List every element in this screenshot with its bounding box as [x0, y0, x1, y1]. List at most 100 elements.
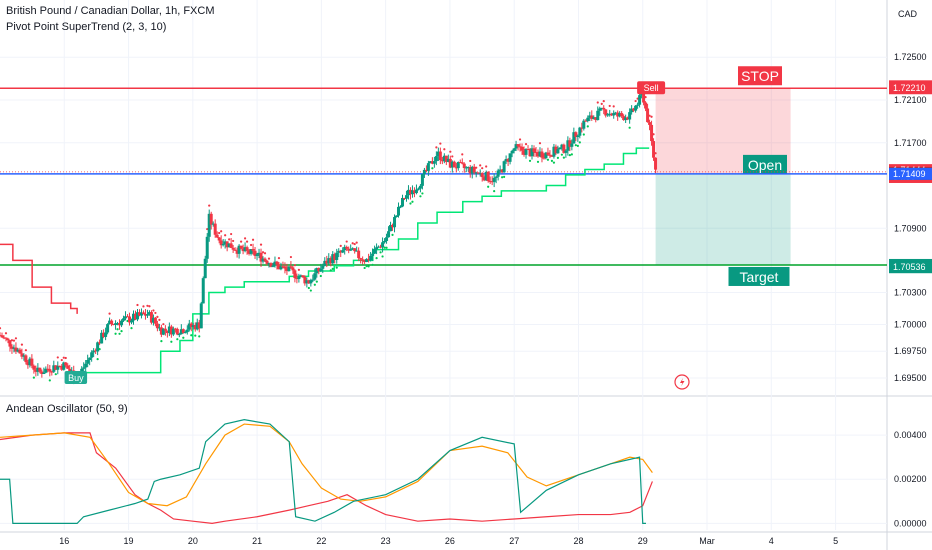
- price-badge-bg: [889, 261, 932, 274]
- x-tick-label: 4: [769, 536, 774, 546]
- candle-body: [556, 149, 560, 154]
- candle-body: [28, 358, 32, 366]
- pivot-dot: [108, 312, 111, 315]
- candle-body: [153, 317, 157, 324]
- candle-body: [90, 352, 94, 358]
- candle-body: [502, 161, 506, 173]
- pivot-dot: [501, 176, 504, 179]
- candle-body: [628, 112, 632, 120]
- candle-body: [325, 260, 329, 264]
- candle-body: [68, 368, 72, 372]
- pivot-dot: [383, 246, 386, 249]
- x-tick-label: 23: [381, 536, 391, 546]
- lightning-icon[interactable]: [674, 374, 690, 390]
- candle-body: [130, 320, 134, 323]
- candle-body: [400, 197, 404, 207]
- pivot-dot: [218, 231, 221, 235]
- candle-body: [241, 248, 245, 252]
- pivot-dot: [650, 115, 653, 118]
- candle-body: [293, 270, 297, 279]
- candle-body: [60, 365, 64, 370]
- stop-label-bg: [738, 66, 782, 86]
- candle-body: [159, 327, 163, 335]
- candle-body: [369, 255, 373, 261]
- candle-body: [542, 157, 546, 159]
- candle-body: [602, 107, 606, 110]
- pivot-dot: [96, 358, 99, 361]
- candle-body: [538, 151, 542, 157]
- candle-body: [530, 148, 534, 157]
- candle-body: [10, 346, 14, 349]
- candle-body: [560, 144, 564, 148]
- candle-body: [183, 332, 187, 334]
- candle-body: [26, 362, 30, 366]
- candle-body: [42, 372, 46, 374]
- price-lines: [0, 87, 887, 266]
- candle-body: [343, 246, 347, 251]
- candle-body: [287, 266, 291, 272]
- y-tick-label: 1.69750: [894, 346, 927, 356]
- candle-body: [18, 349, 22, 354]
- candle-body: [299, 275, 303, 277]
- pivot-dot: [379, 251, 382, 254]
- pivot-dot: [461, 153, 464, 156]
- candle-body: [381, 242, 385, 248]
- candle-body: [606, 114, 610, 116]
- pivot-dot: [648, 114, 651, 117]
- pivot-dot: [120, 329, 123, 333]
- signal-sell: Sell: [637, 81, 666, 95]
- oscillator-bear-line: [0, 432, 653, 524]
- candle-body: [470, 166, 474, 174]
- target-label-text: Target: [740, 269, 779, 285]
- supertrend-down-line: [0, 243, 78, 314]
- pivot-dot: [309, 289, 312, 292]
- pivot-dot: [98, 348, 101, 351]
- candle-body: [341, 250, 345, 253]
- pivot-dot: [570, 153, 573, 156]
- candle-body: [486, 172, 490, 182]
- candle-body: [48, 369, 52, 372]
- candle-body: [137, 312, 141, 316]
- candle-body: [209, 213, 213, 225]
- candle-body: [207, 213, 211, 237]
- candle-body: [167, 326, 171, 334]
- stop-label-text: STOP: [741, 68, 779, 84]
- candle-body: [92, 350, 96, 353]
- pivot-dot: [602, 100, 605, 103]
- pivot-dot: [518, 138, 522, 141]
- candle-body: [257, 252, 261, 255]
- pivot-dot: [363, 266, 366, 270]
- pivot-dot: [381, 255, 384, 258]
- candle-body: [84, 363, 88, 368]
- y-tick-label: 1.71700: [894, 138, 927, 148]
- candle-body: [245, 247, 249, 251]
- candle-body: [143, 313, 147, 316]
- candle-body: [177, 334, 181, 336]
- candle-body: [488, 181, 492, 183]
- pivot-dot: [162, 323, 165, 326]
- oscillator-pane: [0, 419, 653, 524]
- candle-body: [528, 149, 532, 157]
- candle-body: [229, 243, 233, 248]
- candle-body: [498, 169, 502, 171]
- candle-body: [536, 152, 540, 157]
- candle-body: [410, 190, 414, 195]
- candle-body: [646, 108, 650, 123]
- pivot-dot: [232, 239, 235, 243]
- candle-body: [291, 267, 295, 271]
- pivot-dot: [319, 274, 322, 278]
- candle-body: [564, 150, 568, 153]
- pivot-dot: [556, 156, 560, 159]
- candle-body: [223, 241, 227, 245]
- pivot-dot: [4, 332, 8, 335]
- candle-body: [379, 246, 383, 248]
- candle-body: [574, 132, 578, 138]
- candle-body: [58, 365, 62, 367]
- pivot-dot: [586, 125, 589, 128]
- candle-body: [438, 151, 442, 161]
- candle-body: [233, 249, 237, 251]
- candle-body: [367, 258, 371, 261]
- candle-body: [626, 117, 630, 120]
